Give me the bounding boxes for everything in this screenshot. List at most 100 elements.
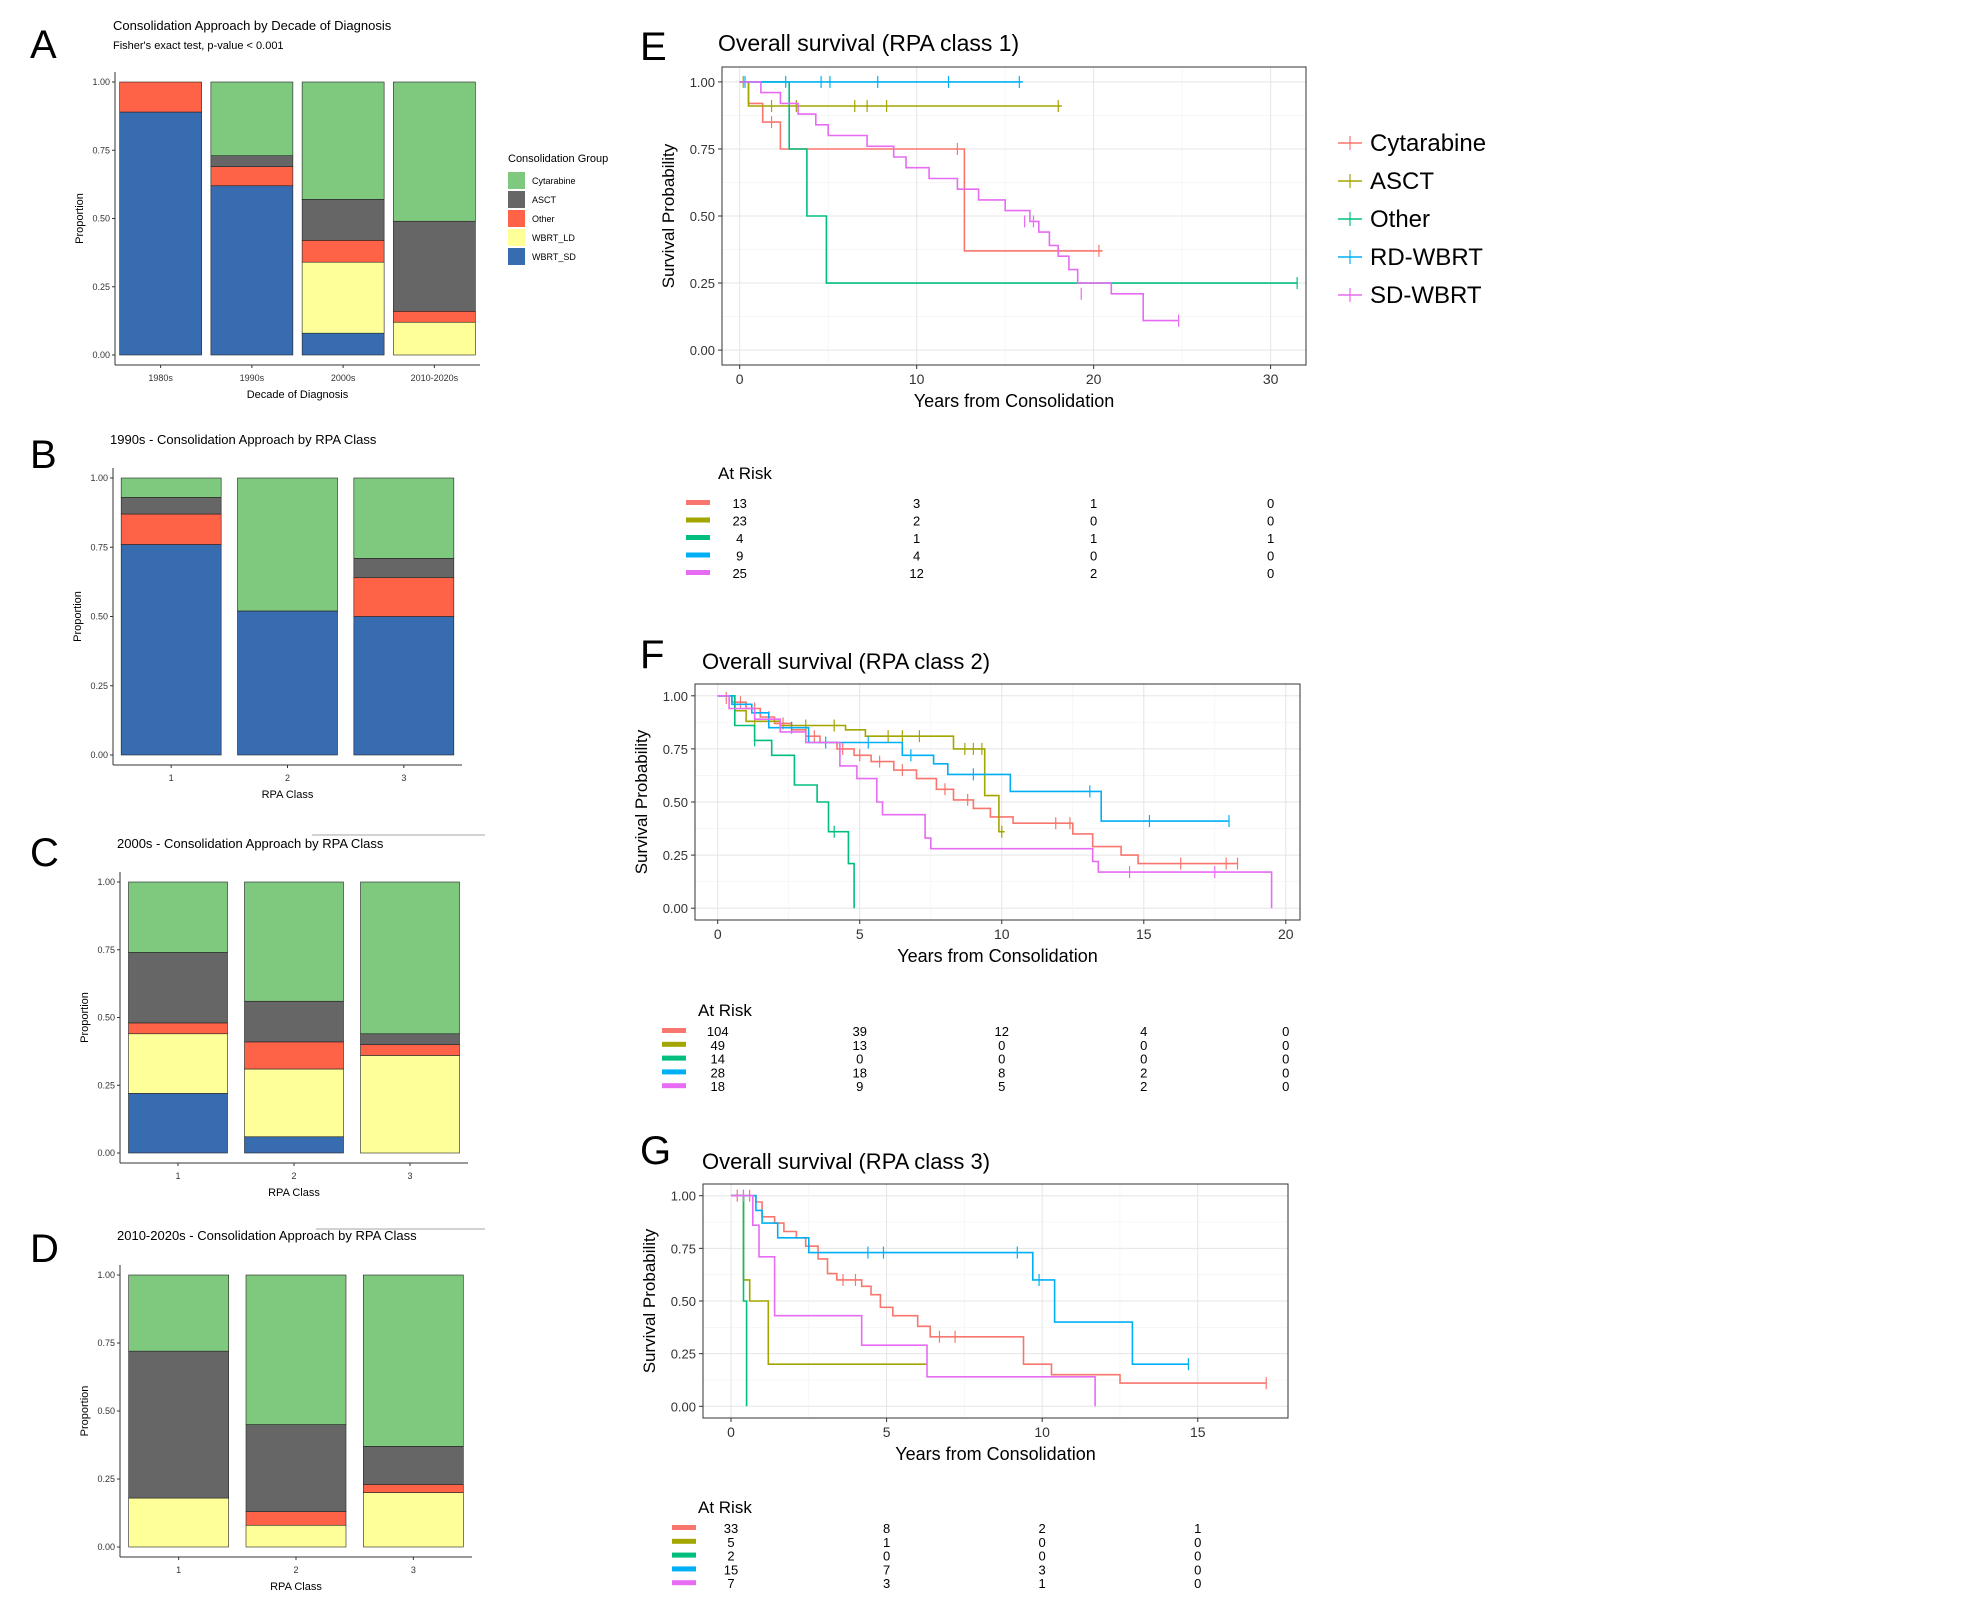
risk-count: 0 [1267, 549, 1274, 564]
risk-count: 0 [1194, 1549, 1201, 1564]
legend-label: Cytarabine [532, 176, 576, 186]
y-tick-label: 0.75 [97, 945, 115, 955]
risk-count: 3 [1039, 1562, 1046, 1577]
bar-segment-asct-2 [244, 1000, 344, 1043]
bar-segment-other-2 [244, 1041, 344, 1070]
bar-segment-other-3 [363, 1484, 464, 1493]
x-tick-label: 3 [411, 1565, 416, 1575]
y-tick-label: 1.00 [671, 1189, 696, 1204]
chart-title: 2000s - Consolidation Approach by RPA Cl… [117, 836, 384, 851]
chart-title: 2010-2020s - Consolidation Approach by R… [117, 1228, 417, 1243]
y-axis-label: Survival Probability [640, 1228, 659, 1373]
risk-swatch-other [662, 1055, 686, 1061]
panel-a: A Consolidation Approach by Decade of Dia… [30, 18, 608, 401]
risk-count: 0 [1090, 514, 1097, 529]
risk-count: 39 [853, 1024, 867, 1039]
risk-count: 13 [853, 1038, 867, 1053]
risk-swatch-asct [662, 1041, 686, 1047]
legend-label: SD-WBRT [1370, 282, 1482, 309]
x-axis-label: Years from Consolidation [895, 1444, 1095, 1464]
y-tick-label: 0.75 [97, 1338, 115, 1348]
panel-letter-a: A [30, 23, 57, 67]
risk-count: 2 [1090, 566, 1097, 581]
bar-segment-cytarabine-3 [360, 881, 460, 1035]
bar-segment-asct-2000s [301, 199, 385, 241]
bar-segment-wbrt-ld-2 [245, 1524, 347, 1548]
risk-count: 28 [710, 1065, 724, 1080]
km-curve-sd-wbrt [731, 1194, 1096, 1407]
panel-letter-c: C [30, 831, 59, 875]
y-tick-label: 0.00 [92, 350, 110, 360]
risk-count: 4 [913, 549, 920, 564]
bar-segment-other-1980s [119, 81, 202, 113]
risk-swatch-sd-wbrt [686, 570, 710, 575]
bar-segment-cytarabine-2 [237, 477, 338, 612]
risk-swatch-other [686, 535, 710, 540]
risk-count: 1 [913, 531, 920, 546]
x-tick-label: 10 [994, 926, 1010, 942]
bar-segment-other-2000s [301, 240, 385, 263]
panel-letter-f: F [640, 633, 664, 677]
x-tick-label: 0 [727, 1424, 735, 1440]
y-tick-label: 0.50 [663, 795, 688, 810]
y-tick-label: 0.25 [92, 282, 110, 292]
risk-count: 0 [1194, 1562, 1201, 1577]
chart-subtitle: Fisher's exact test, p-value < 0.001 [113, 40, 284, 52]
risk-count: 0 [998, 1052, 1005, 1067]
legend-label: Cytarabine [1370, 130, 1486, 157]
chart-title: Consolidation Approach by Decade of Diag… [113, 18, 392, 33]
bar-segment-other-2010-2020s [393, 311, 476, 323]
legend-label: RD-WBRT [1370, 244, 1483, 271]
y-axis-label: Survival Probability [659, 143, 678, 288]
y-tick-label: 1.00 [97, 877, 115, 887]
risk-count: 0 [1267, 496, 1274, 511]
risk-count: 3 [883, 1576, 890, 1591]
risk-count: 2 [1039, 1521, 1046, 1536]
x-tick-label: 2010-2020s [411, 373, 459, 383]
chart-title: Overall survival (RPA class 1) [718, 30, 1019, 56]
risk-swatch-asct [686, 517, 710, 523]
x-tick-label: 2 [291, 1171, 296, 1181]
risk-count: 25 [732, 566, 746, 581]
risk-count: 33 [724, 1521, 738, 1536]
x-axis-label: Decade of Diagnosis [247, 389, 349, 401]
bar-segment-wbrt-sd-2000s [301, 332, 385, 356]
risk-count: 0 [1140, 1038, 1147, 1053]
x-tick-label: 1 [176, 1565, 181, 1575]
bar-segment-cytarabine-1 [128, 881, 228, 953]
bar-segment-other-3 [353, 577, 455, 617]
x-tick-label: 5 [856, 926, 864, 942]
y-tick-label: 0.25 [90, 681, 108, 691]
legend-label: Other [1370, 206, 1430, 233]
risk-swatch-rd-wbrt [672, 1566, 696, 1572]
y-tick-label: 0.75 [663, 742, 688, 757]
y-axis-label: Proportion [79, 992, 91, 1043]
bar-segment-cytarabine-2000s [301, 81, 385, 200]
km-curve-sd-wbrt [717, 695, 1273, 909]
bar-segment-asct-3 [360, 1033, 460, 1045]
risk-count: 15 [724, 1562, 738, 1577]
y-tick-label: 0.75 [92, 145, 110, 155]
x-axis-label: Years from Consolidation [897, 946, 1097, 966]
bar-segment-wbrt-ld-1 [128, 1033, 228, 1094]
risk-table-title: At Risk [698, 1001, 752, 1020]
panel-letter-g: G [640, 1129, 671, 1173]
y-tick-label: 0.00 [97, 1542, 115, 1552]
risk-count: 0 [1282, 1065, 1289, 1080]
risk-count: 0 [1282, 1079, 1289, 1094]
risk-count: 14 [710, 1052, 724, 1067]
risk-count: 4 [1140, 1024, 1147, 1039]
x-tick-label: 10 [909, 371, 925, 387]
risk-swatch-sd-wbrt [672, 1580, 696, 1586]
risk-count: 8 [998, 1065, 1005, 1080]
risk-swatch-sd-wbrt [662, 1083, 686, 1089]
bar-segment-cytarabine-3 [353, 477, 455, 559]
risk-swatch-cytarabine [672, 1525, 696, 1530]
bar-segment-wbrt-sd-3 [353, 616, 455, 756]
panel-e: E Overall survival (RPA class 1) 0.00 0.25 0… [640, 25, 1486, 581]
y-tick-label: 1.00 [663, 689, 688, 704]
panel-letter-e: E [640, 25, 667, 69]
y-tick-label: 0.50 [690, 209, 715, 224]
y-tick-label: 0.25 [97, 1474, 115, 1484]
y-tick-label: 0.75 [90, 542, 108, 552]
